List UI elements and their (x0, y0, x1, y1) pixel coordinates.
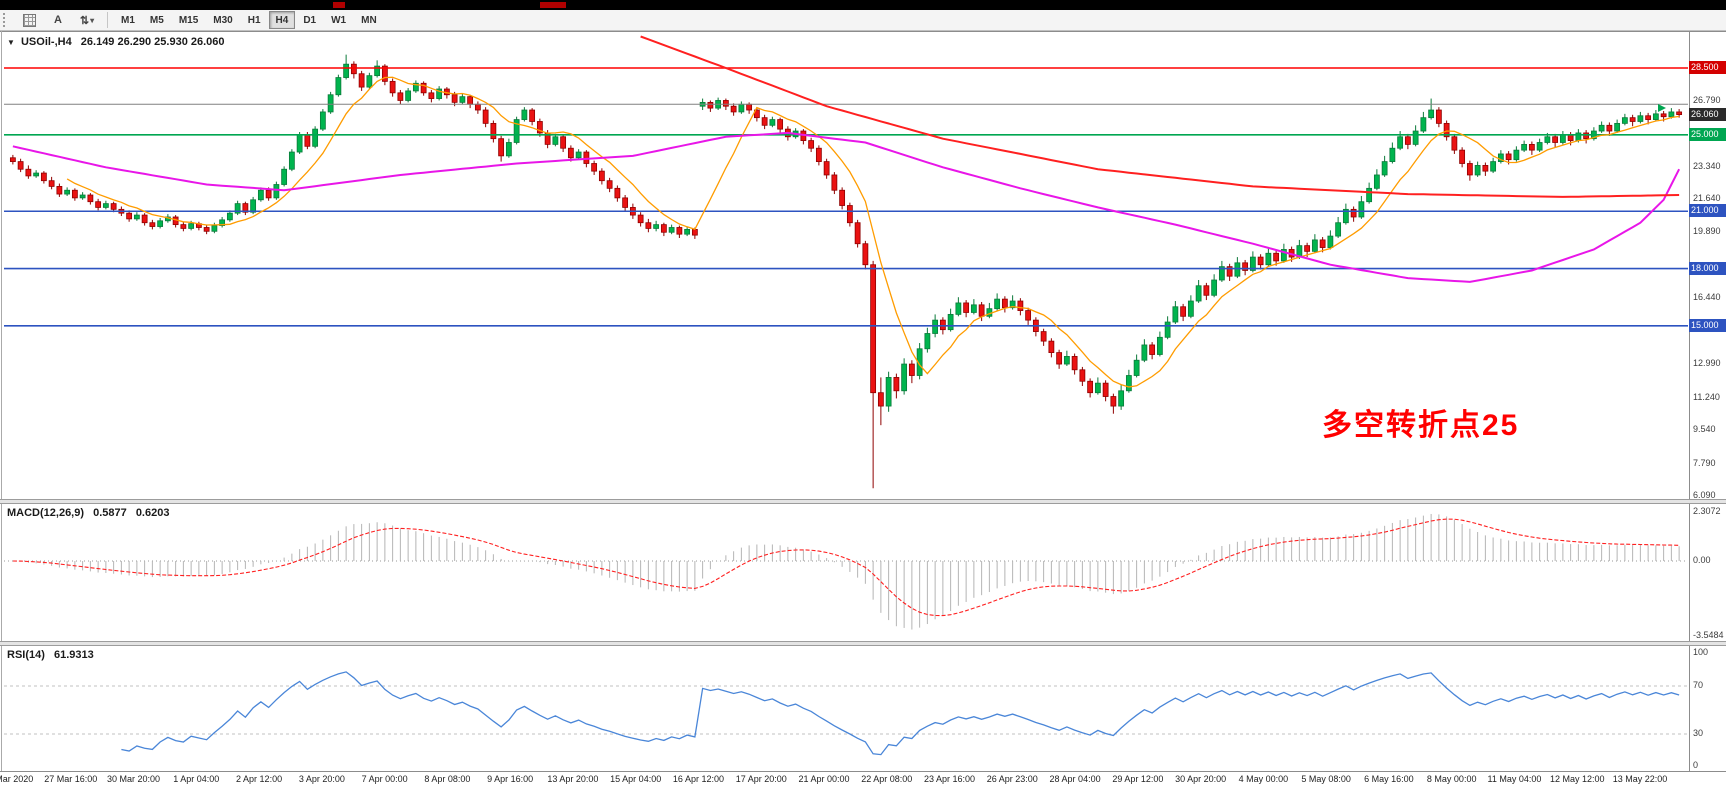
updown-arrows-icon: ⇅ (79, 14, 90, 27)
chart-title: ▼ USOil-,H4 26.149 26.290 25.930 26.060 (7, 36, 225, 48)
timeframe-button-H4[interactable]: H4 (268, 11, 296, 29)
charts-grid-button[interactable] (15, 11, 43, 30)
arrange-tool-button[interactable]: ⇅ ▾ (73, 11, 101, 30)
macd-signal-value: 0.6203 (135, 507, 170, 519)
timeframe-button-M15[interactable]: M15 (178, 14, 199, 26)
text-tool-button[interactable]: A (44, 11, 72, 30)
titlebar-red-artifact (540, 2, 566, 8)
timeframe-button-D1[interactable]: D1 (303, 14, 317, 26)
charts-grid-icon (22, 13, 36, 27)
chinese-annotation: 多空转折点25 (1322, 409, 1520, 442)
rsi-pane[interactable] (0, 646, 1688, 770)
pane-splitter[interactable] (0, 499, 1726, 504)
timeframe-button-M30[interactable]: M30 (213, 14, 233, 26)
axis-vertical-border (1689, 31, 1690, 771)
macd-label: MACD(12,26,9) (7, 507, 85, 519)
rsi-header: RSI(14) 61.9313 (7, 649, 94, 661)
toolbar: A ⇅ ▾ M1 M5 M15 M30 H1 H4 D1 W1 MN (0, 10, 1726, 31)
timeframe-button-W1[interactable]: W1 (331, 14, 347, 26)
symbol-period-label: USOil-,H4 (20, 36, 72, 48)
macd-header: MACD(12,26,9) 0.5877 0.6203 (7, 507, 169, 519)
timeframe-button-M5[interactable]: M5 (149, 14, 164, 26)
toolbar-separator (107, 12, 108, 28)
chart-collapse-icon[interactable]: ▼ (7, 38, 15, 47)
rsi-label: RSI(14) (7, 649, 45, 661)
timeframe-button-M1[interactable]: M1 (121, 14, 135, 26)
toolbar-grip[interactable] (3, 13, 10, 27)
macd-main-value: 0.5877 (93, 507, 127, 519)
titlebar-red-artifact (333, 2, 345, 8)
price-axis-strip[interactable] (1690, 31, 1726, 771)
timeframe-button-MN[interactable]: MN (361, 14, 377, 26)
chart-top-border (0, 31, 1726, 32)
pane-splitter[interactable] (0, 641, 1726, 646)
chevron-down-icon: ▾ (90, 15, 95, 25)
macd-pane[interactable] (0, 504, 1688, 641)
rsi-value: 61.9313 (53, 649, 94, 661)
text-a-icon: A (54, 14, 62, 26)
timeframe-toolbar: M1 M5 M15 M30 H1 H4 D1 W1 MN (114, 11, 384, 29)
ohlc-values: 26.149 26.290 25.930 26.060 (80, 36, 225, 48)
timeframe-button-H1[interactable]: H1 (247, 14, 261, 26)
time-axis[interactable] (0, 771, 1726, 794)
titlebar-strip (0, 0, 1726, 10)
chart-left-border (1, 31, 2, 771)
